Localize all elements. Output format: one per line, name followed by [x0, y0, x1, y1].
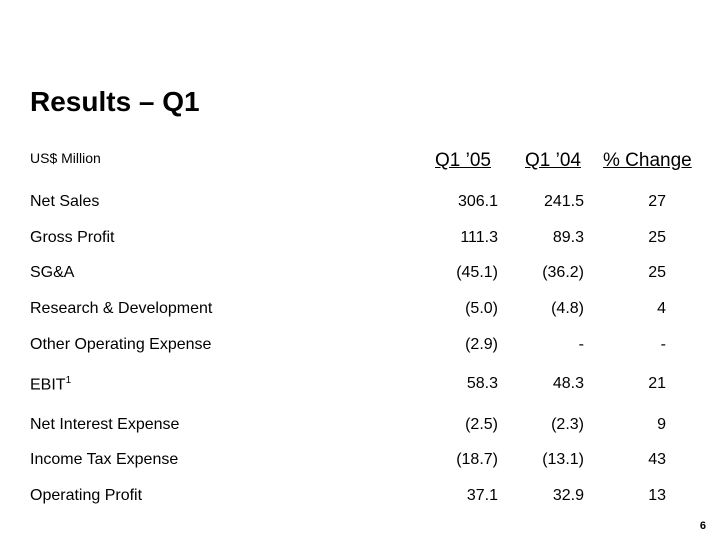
cell-q1-05: (5.0) [465, 300, 498, 317]
cell-q1-05: 37.1 [466, 487, 498, 504]
row-label-text: Operating Profit [30, 487, 143, 504]
cell-q1-04: - [578, 336, 584, 353]
table-row: Gross Profit 111.3 89.3 25 [0, 229, 720, 253]
cell-pct-change: - [660, 336, 666, 353]
slide-title: Results – Q1 [30, 86, 200, 117]
cell-pct-change: 13 [648, 487, 666, 504]
cell-pct-change: 9 [657, 416, 666, 433]
cell-q1-05: (2.9) [465, 336, 498, 353]
table-row: Income Tax Expense (18.7) (13.1) 43 [0, 451, 720, 475]
cell-q1-04: 48.3 [552, 375, 584, 392]
row-label: Other Operating Expense [30, 336, 211, 354]
cell-q1-04: 89.3 [552, 229, 584, 246]
cell-pct-change: 21 [648, 375, 666, 392]
cell-q1-05: 111.3 [460, 229, 498, 246]
row-label: Operating Profit [30, 487, 142, 505]
row-label-text: Gross Profit [30, 229, 115, 246]
row-label-text: Income Tax Expense [30, 451, 179, 468]
row-label-text: Net Interest Expense [30, 416, 180, 433]
table-row: Net Interest Expense (2.5) (2.3) 9 [0, 416, 720, 440]
row-label-text: Net Sales [30, 193, 100, 210]
cell-pct-change: 25 [648, 229, 666, 246]
cell-q1-05: 306.1 [457, 193, 498, 210]
table-row: Research & Development (5.0) (4.8) 4 [0, 300, 720, 324]
row-label-text: SG&A [30, 264, 75, 281]
cell-q1-05: (18.7) [456, 451, 498, 468]
column-header-pct-change: % Change [603, 150, 692, 171]
units-label: US$ Million [30, 150, 101, 166]
row-label: EBIT1 [30, 375, 71, 394]
row-label: SG&A [30, 264, 74, 282]
row-label-text: EBIT [30, 376, 66, 394]
cell-q1-04: 241.5 [543, 193, 584, 210]
column-header-q1-04: Q1 ’04 [525, 150, 581, 171]
cell-q1-04: (2.3) [551, 416, 584, 433]
table-row: SG&A (45.1) (36.2) 25 [0, 264, 720, 288]
cell-pct-change: 27 [648, 193, 666, 210]
page-number: 6 [699, 520, 706, 532]
row-label: Gross Profit [30, 229, 114, 247]
table-row: EBIT1 58.3 48.3 21 [0, 375, 720, 399]
column-header-q1-05: Q1 ’05 [435, 150, 491, 171]
cell-q1-04: (13.1) [542, 451, 584, 468]
cell-pct-change: 43 [648, 451, 666, 468]
cell-q1-05: 58.3 [466, 375, 498, 392]
row-label-text: Other Operating Expense [30, 336, 212, 353]
row-label-text: Research & Development [30, 300, 213, 317]
cell-q1-04: 32.9 [552, 487, 584, 504]
cell-q1-04: (36.2) [542, 264, 584, 281]
cell-pct-change: 4 [657, 300, 666, 317]
table-row: Operating Profit 37.1 32.9 13 [0, 487, 720, 511]
cell-pct-change: 25 [648, 264, 666, 281]
cell-q1-05: (45.1) [456, 264, 498, 281]
table-row: Net Sales 306.1 241.5 27 [0, 193, 720, 217]
row-label: Net Interest Expense [30, 416, 179, 434]
row-label: Net Sales [30, 193, 99, 211]
cell-q1-04: (4.8) [551, 300, 584, 317]
row-label: Income Tax Expense [30, 451, 178, 469]
cell-q1-05: (2.5) [465, 416, 498, 433]
row-label: Research & Development [30, 300, 212, 318]
table-row: Other Operating Expense (2.9) - - [0, 336, 720, 360]
footnote-marker: 1 [65, 375, 72, 386]
